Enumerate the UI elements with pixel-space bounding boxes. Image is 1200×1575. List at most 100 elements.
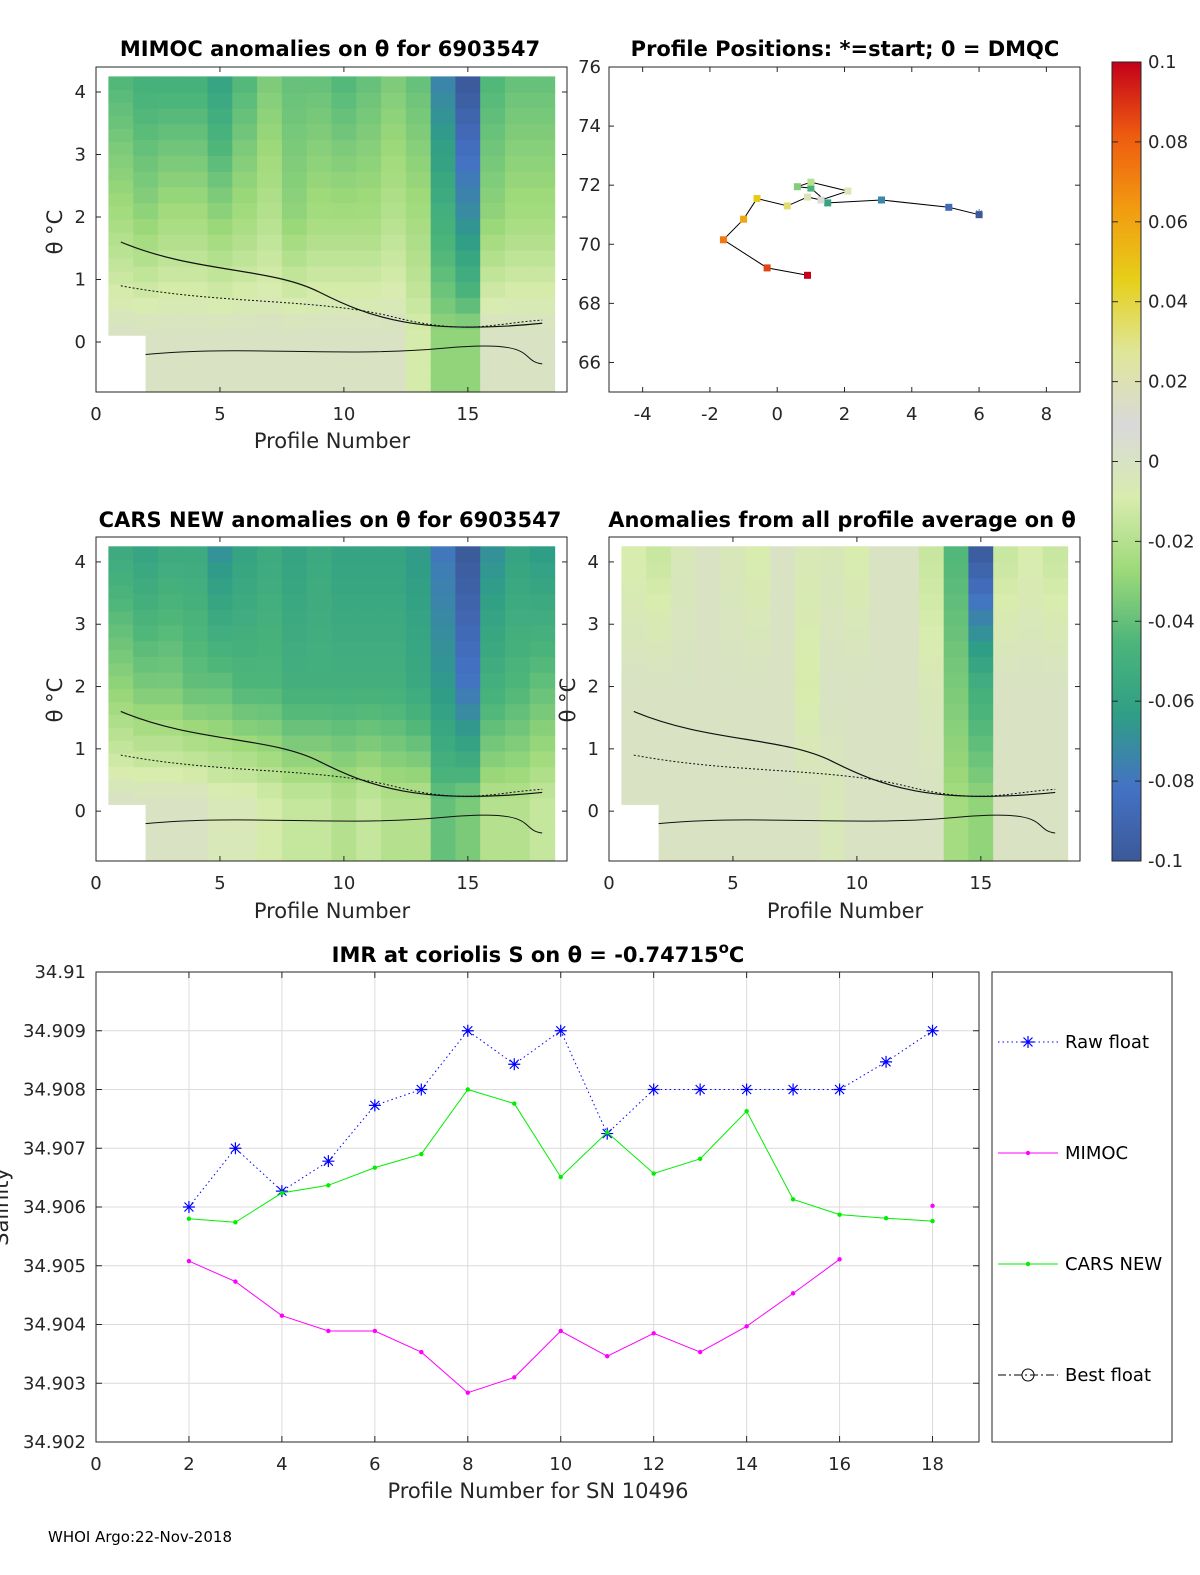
heatmap-cell <box>405 625 432 642</box>
heatmap-cell <box>133 139 159 156</box>
data-point <box>326 1328 331 1334</box>
heatmap-cell <box>306 250 333 267</box>
heatmap-cell <box>894 562 920 579</box>
y-tick-label: 34.906 <box>23 1197 86 1218</box>
heatmap-cell <box>257 344 283 362</box>
imr-legend: Raw float MIMOC CARS NEW Best float <box>991 971 1173 1443</box>
heatmap-cell <box>158 234 184 251</box>
heatmap-cell <box>745 640 771 657</box>
heatmap-cell <box>356 782 382 799</box>
footer-credit: WHOI Argo:22-Nov-2018 <box>48 1528 232 1546</box>
y-tick-label: 76 <box>578 57 601 78</box>
y-tick-label: 34.91 <box>34 962 86 983</box>
heatmap-cell <box>331 782 357 799</box>
heatmap-cell <box>182 155 209 172</box>
heatmap-cell <box>505 798 531 815</box>
heatmap-cell <box>133 766 159 783</box>
heatmap-cell <box>819 577 846 595</box>
heatmap-cell <box>133 218 159 235</box>
heatmap-cell <box>1042 750 1069 768</box>
heatmap-cell <box>182 202 209 219</box>
heatmap-cell <box>232 813 258 831</box>
heatmap-cell <box>894 609 920 626</box>
heatmap-cell <box>869 609 895 626</box>
y-tick-label: 1 <box>75 270 86 291</box>
heatmap-cell <box>356 123 382 141</box>
y-tick-label: 72 <box>578 175 601 196</box>
heatmap-cell <box>695 687 722 705</box>
heatmap-cell <box>331 92 357 109</box>
heatmap-cell <box>1042 845 1069 862</box>
heatmap-cell <box>306 687 333 705</box>
heatmap-cell <box>331 546 357 563</box>
heatmap-cell <box>331 234 357 251</box>
heatmap-cell <box>158 672 184 689</box>
legend-label: MIMOC <box>1065 1143 1128 1164</box>
x-tick-label: 8 <box>1041 404 1052 425</box>
heatmap-cell <box>671 672 697 689</box>
heatmap-cell <box>381 265 407 283</box>
heatmap-cell <box>993 656 1019 673</box>
heatmap-cell <box>918 562 945 579</box>
heatmap-cell <box>646 766 672 783</box>
heatmap-cell <box>430 76 457 93</box>
heatmap-cell <box>943 766 970 783</box>
heatmap-cell <box>232 107 258 125</box>
x-tick-label: 10 <box>845 873 868 894</box>
heatmap-cell <box>381 672 407 689</box>
heatmap-cell <box>281 625 308 642</box>
heatmap-cell <box>1018 562 1044 579</box>
heatmap-cell <box>505 687 531 705</box>
heatmap-cell <box>257 123 283 141</box>
y-tick-label: 4 <box>75 552 86 573</box>
heatmap-cell <box>529 562 556 579</box>
heatmap-cell <box>1018 625 1044 642</box>
heatmap-cell <box>405 546 432 563</box>
heatmap-cell <box>207 76 233 93</box>
heatmap-cell <box>529 234 556 251</box>
heatmap-cell <box>430 328 457 346</box>
heatmap-cell <box>480 123 506 141</box>
heatmap-cell <box>207 123 233 141</box>
profile-position-marker <box>945 203 953 211</box>
heatmap-cell <box>281 813 308 831</box>
heatmap-cell <box>430 218 457 235</box>
heatmap-cell <box>505 92 531 109</box>
heatmap-cell <box>646 719 672 736</box>
cars-panel: CARS NEW anomalies on θ for 6903547 0 5 10… <box>43 508 568 923</box>
heatmap-cell <box>232 798 258 815</box>
heatmap-cell <box>745 735 771 752</box>
heatmap-cell <box>356 813 382 831</box>
heatmap-cell <box>281 186 308 204</box>
heatmap-cell <box>1018 609 1044 626</box>
heatmap-cell <box>133 703 159 720</box>
data-point <box>837 1257 842 1262</box>
heatmap-cell <box>257 750 283 768</box>
heatmap-cell <box>331 562 357 579</box>
heatmap-cell <box>869 546 895 563</box>
heatmap-cell <box>158 265 184 283</box>
heatmap-cell <box>770 766 796 783</box>
heatmap-cell <box>943 703 970 720</box>
heatmap-cell <box>430 139 457 156</box>
data-point <box>790 1291 796 1296</box>
heatmap-cell <box>381 313 407 330</box>
heatmap-cell <box>480 577 506 595</box>
heatmap-cell <box>158 76 184 93</box>
y-tick-label: 1 <box>588 739 599 760</box>
heatmap-cell <box>695 782 722 799</box>
heatmap-cell <box>207 687 233 705</box>
colorbar-tick-label: -0.06 <box>1148 691 1195 712</box>
heatmap-cell <box>968 609 994 626</box>
data-point <box>229 1142 242 1155</box>
heatmap-cell <box>505 813 531 831</box>
heatmap-cell <box>968 672 994 689</box>
heatmap-cell <box>381 829 407 846</box>
heatmap-cell <box>257 845 283 862</box>
heatmap-cell <box>331 344 357 362</box>
heatmap-cell <box>381 609 407 626</box>
heatmap-cell <box>844 813 870 831</box>
contour-line <box>120 285 543 328</box>
heatmap-cell <box>108 714 134 728</box>
